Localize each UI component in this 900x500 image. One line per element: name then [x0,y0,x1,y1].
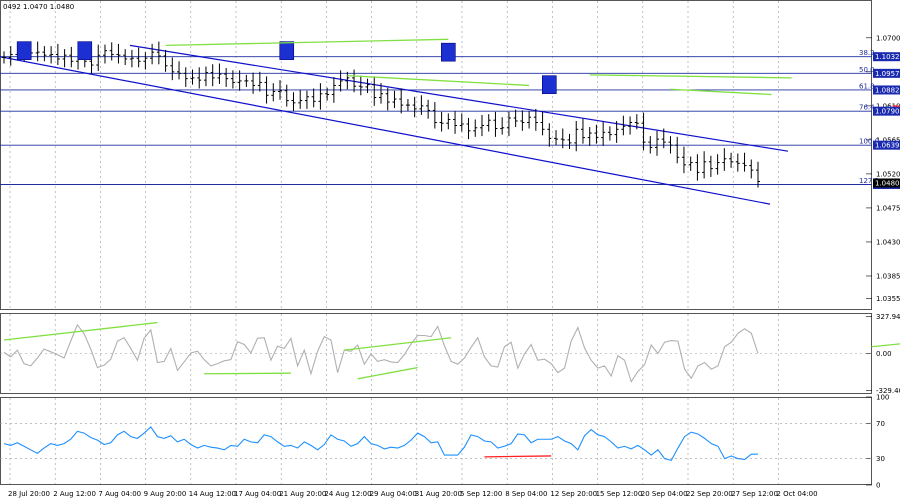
current-price-tag: 1.0480 [875,179,900,187]
price-tag-box [873,140,900,150]
x-tick-label: 2 Oct 04:00 [776,490,817,498]
y-tick-label: 1.0430 [876,238,900,246]
price-tag-label: 1.1032 [875,53,900,61]
price-tag-label: 1.0882 [875,86,900,94]
x-tick-label: 17 Aug 04:00 [234,490,281,498]
indicator-y-label: 30 [876,455,885,463]
y-tick-label: 1.0700 [876,34,900,42]
x-tick-label: 2 Aug 12:00 [53,490,96,498]
pane-frame-2 [0,397,872,485]
fib-level-pct: 50.0 [859,66,875,74]
indicator-y-label: -329.405 [876,387,900,395]
price-tag-box [873,85,900,95]
x-tick-label: 14 Aug 12:00 [189,490,236,498]
x-tick-label: 21 Aug 20:00 [279,490,326,498]
channel-upper-line [129,44,789,152]
fib-level-pct: 61.8 [859,82,875,90]
indicator-divergence-line [484,455,552,458]
signal-box [279,41,295,60]
price-tag-box [873,52,900,62]
x-tick-label: 28 Jul 20:00 [8,490,50,498]
price-tag-label: 1.0639 [875,142,900,150]
indicator-y-label: 100 [876,394,889,402]
indicator-divergence-line [344,337,452,351]
price-tag-box [873,68,900,78]
indicator-y-label: 327.9475 [876,313,900,321]
x-tick-label: 20 Sep 04:00 [641,490,688,498]
y-tick-label: 1.0355 [876,295,900,303]
pane-frame-0 [0,0,872,310]
indicator-divergence-line [204,372,291,375]
signal-box [542,75,557,94]
indicator-divergence-line [357,366,418,380]
indicator-y-label: 0 [876,482,880,490]
x-tick-label: 27 Sep 12:00 [731,490,778,498]
price-tag-label: 1.0790 [875,108,900,116]
fib-level-pct: 76.4 [859,104,875,112]
ohlc-header: 0492 1.0470 1.0480 [3,3,74,11]
fib-level-pct: 38.2 [859,49,875,57]
y-tick-label: 1.0520 [876,170,900,178]
divergence-line-bullish [589,74,792,79]
indicator-y-label: 0.00 [876,350,892,358]
x-tick-label: 15 Sep 12:00 [596,490,643,498]
y-tick-label: 1.0475 [876,204,900,212]
signal-box [16,41,32,60]
price-tag-box [873,106,900,116]
indicator-divergence-line [871,343,900,348]
channel-lower-line [0,56,771,205]
x-tick-label: 22 Sep 20:00 [686,490,733,498]
x-tick-label: 7 Aug 04:00 [98,490,141,498]
y-tick-label: 1.0385 [876,272,900,280]
divergence-line-bullish [670,88,772,96]
signal-box [77,41,93,60]
indicator-series-line [3,426,758,462]
x-tick-label: 12 Sep 20:00 [550,490,597,498]
y-tick-label: 1.0565 [876,136,900,144]
fib-level-pct: 100.0 [859,138,879,146]
divergence-line-bullish [165,38,449,47]
x-tick-label: 9 Aug 20:00 [144,490,187,498]
x-tick-label: 24 Aug 12:00 [324,490,371,498]
indicator-divergence-line [3,321,158,341]
x-tick-label: 31 Aug 20:00 [415,490,462,498]
divergence-line-bullish [347,74,530,87]
indicator-y-label: 70 [876,420,885,428]
fib-level-pct: 127.2 [859,177,879,185]
x-tick-label: 29 Aug 04:00 [370,490,417,498]
y-tick-label: 1.0610 [876,102,900,110]
current-price-tag-box [873,178,900,188]
signal-box [441,42,456,62]
indicator-series-line [3,323,759,383]
price-tag-label: 1.0957 [875,70,900,78]
x-tick-label: 5 Sep 12:00 [460,490,502,498]
x-tick-label: 8 Sep 04:00 [505,490,547,498]
